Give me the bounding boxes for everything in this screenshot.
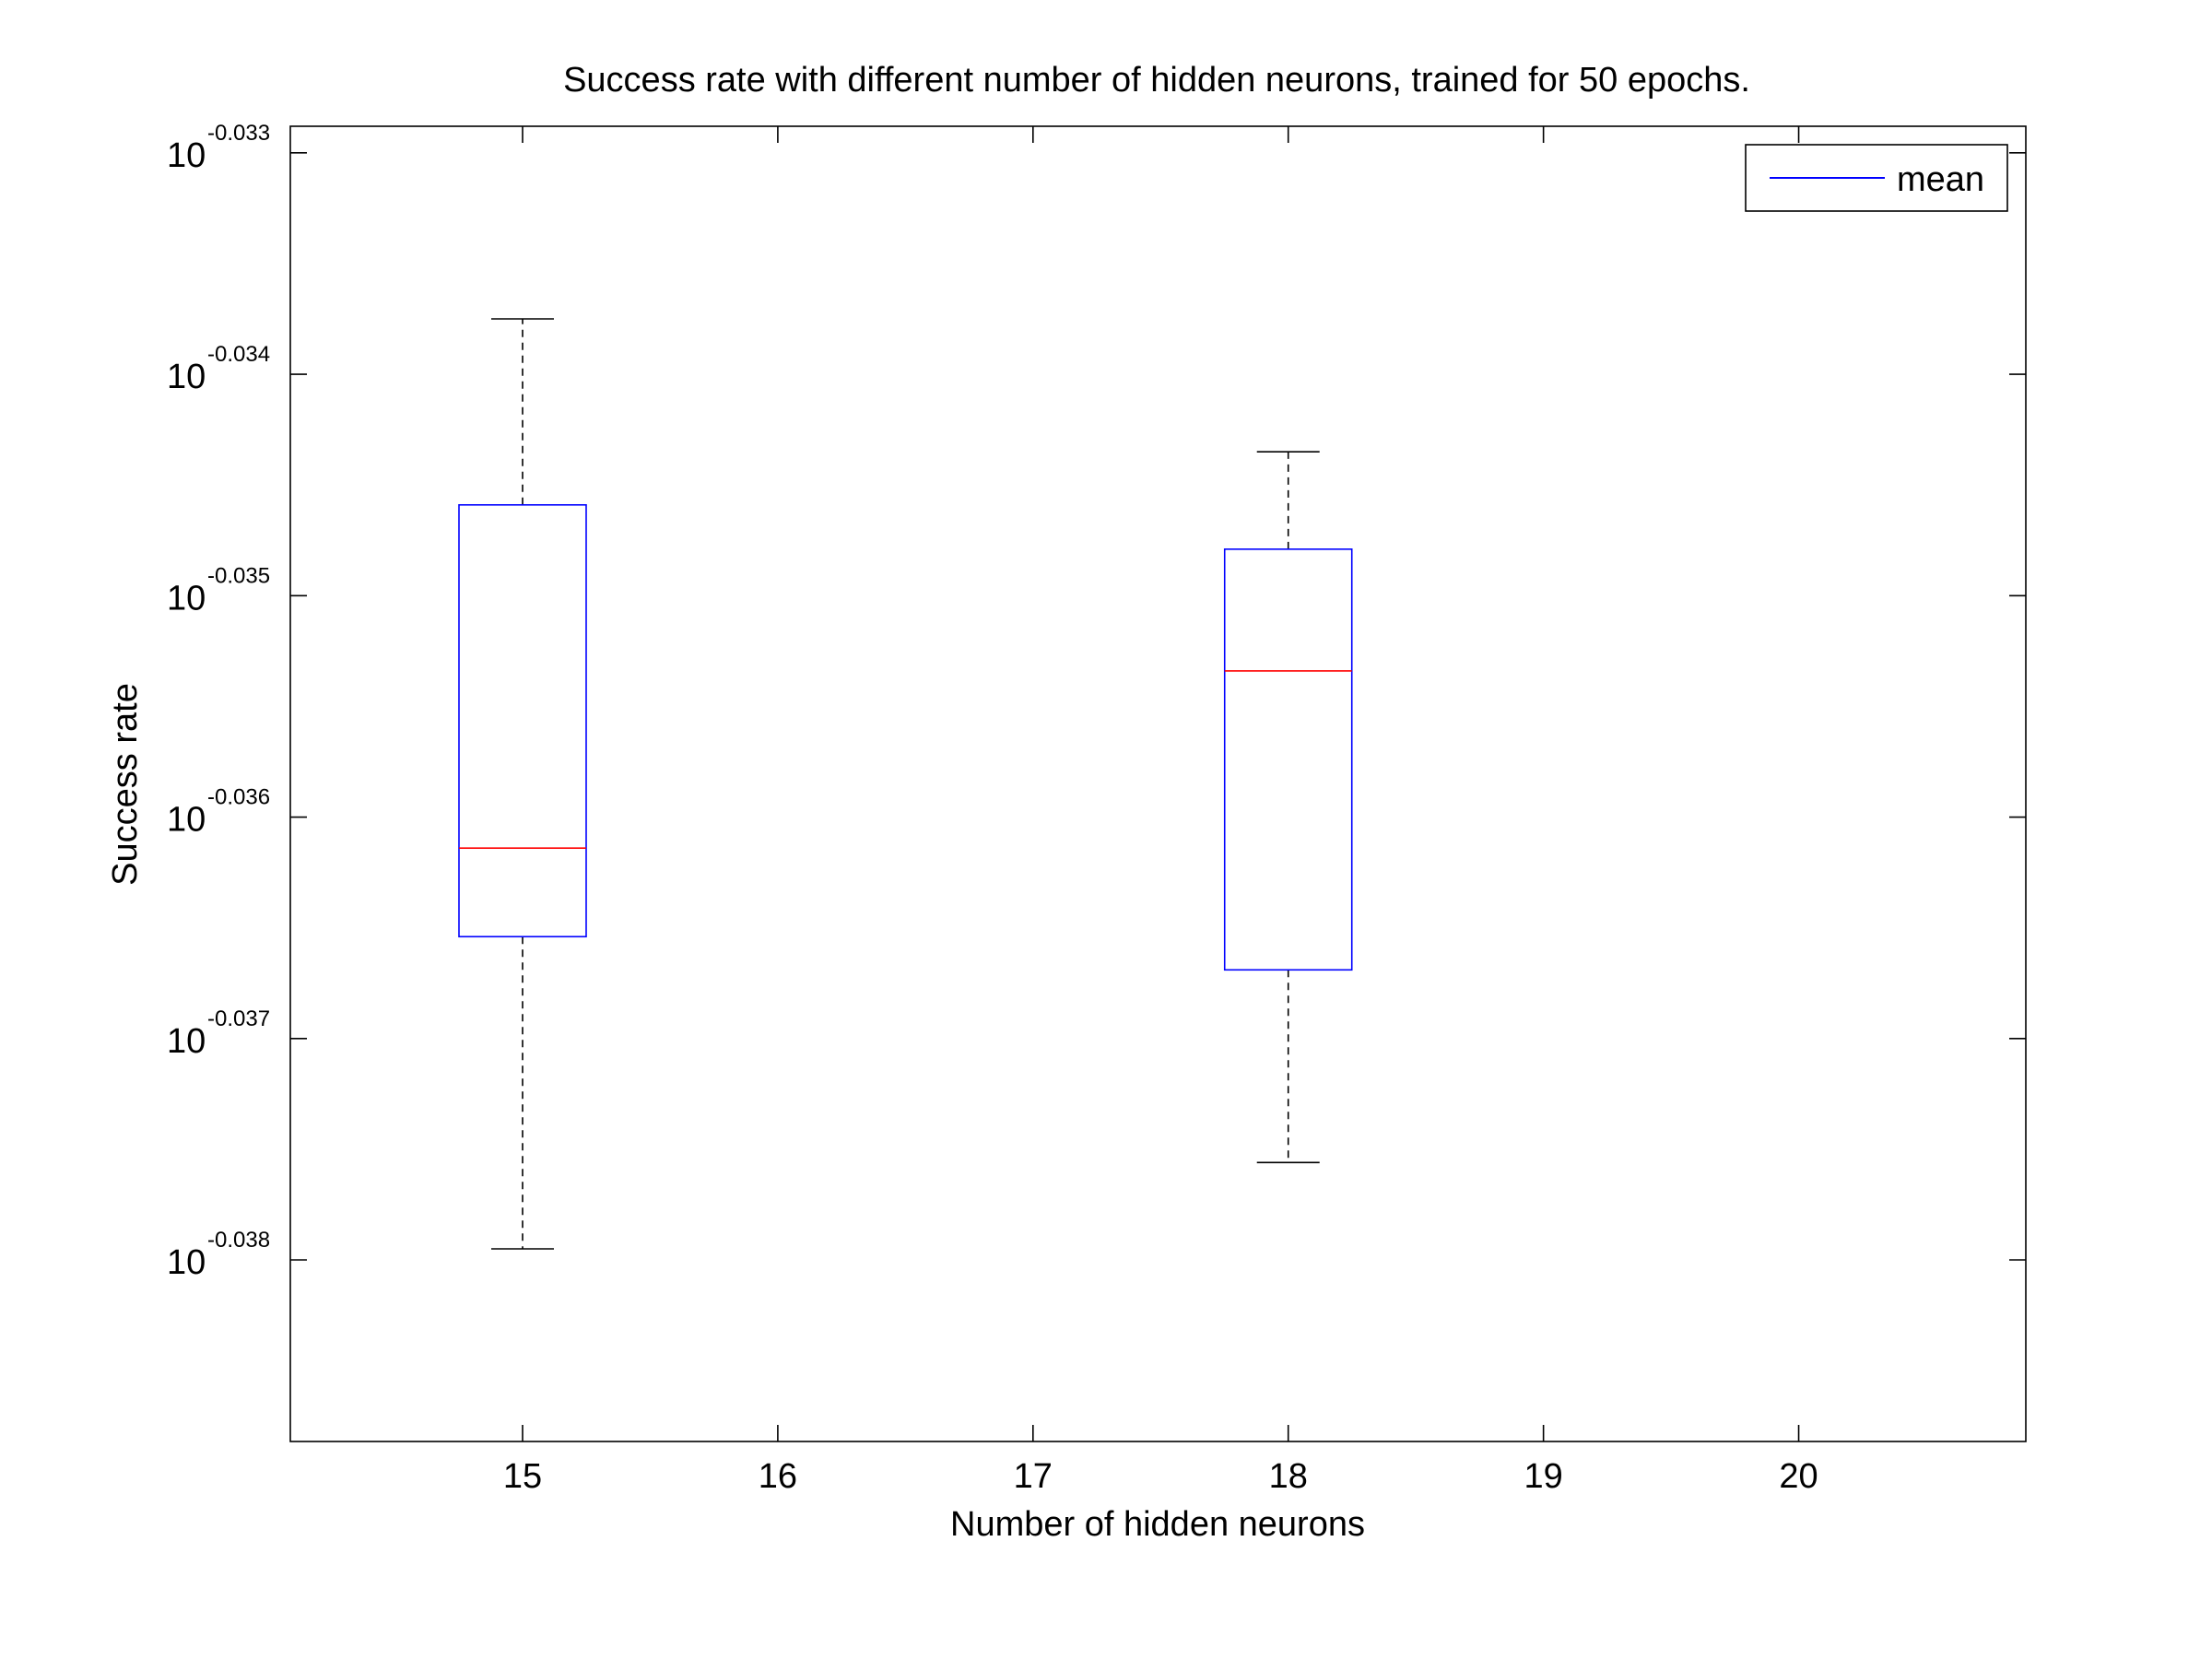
legend-label-mean: mean [1897,160,1984,199]
x-tick-label: 19 [1524,1457,1562,1496]
x-tick-label: 16 [759,1457,797,1496]
y-tick-label-exponent: -0.035 [207,563,270,588]
y-axis: 10-0.03310-0.03410-0.03510-0.03610-0.037… [167,121,2026,1282]
box-group [1223,451,1353,1164]
y-tick-label-base: 10 [167,579,206,618]
x-tick-label: 17 [1014,1457,1053,1496]
y-tick-label-base: 10 [167,801,206,840]
x-axis: 15 16 17 18 19 20 [503,126,1818,1496]
y-tick-label-base: 10 [167,1022,206,1061]
y-tick-label-base: 10 [167,136,206,175]
y-tick-label-base: 10 [167,1243,206,1282]
y-tick-label-exponent: -0.036 [207,785,270,810]
plot-area-frame [289,125,2027,1442]
box-group [458,318,587,1250]
box-iqr [458,504,587,938]
y-axis-label: Success rate [106,683,145,886]
x-tick-label: 18 [1269,1457,1308,1496]
x-tick-label: 15 [503,1457,542,1496]
y-tick-label-exponent: -0.034 [207,342,270,367]
box-series [458,318,1353,1250]
y-tick-label-exponent: -0.033 [207,121,270,146]
chart-title: Success rate with different number of hi… [563,61,1750,100]
y-tick-label-base: 10 [167,358,206,396]
x-tick-label: 20 [1779,1457,1818,1496]
y-tick-label-exponent: -0.038 [207,1228,270,1253]
box-iqr [1223,548,1353,971]
y-tick-label-exponent: -0.037 [207,1006,270,1031]
legend: mean [1745,144,2008,212]
x-axis-label: Number of hidden neurons [950,1505,1365,1544]
